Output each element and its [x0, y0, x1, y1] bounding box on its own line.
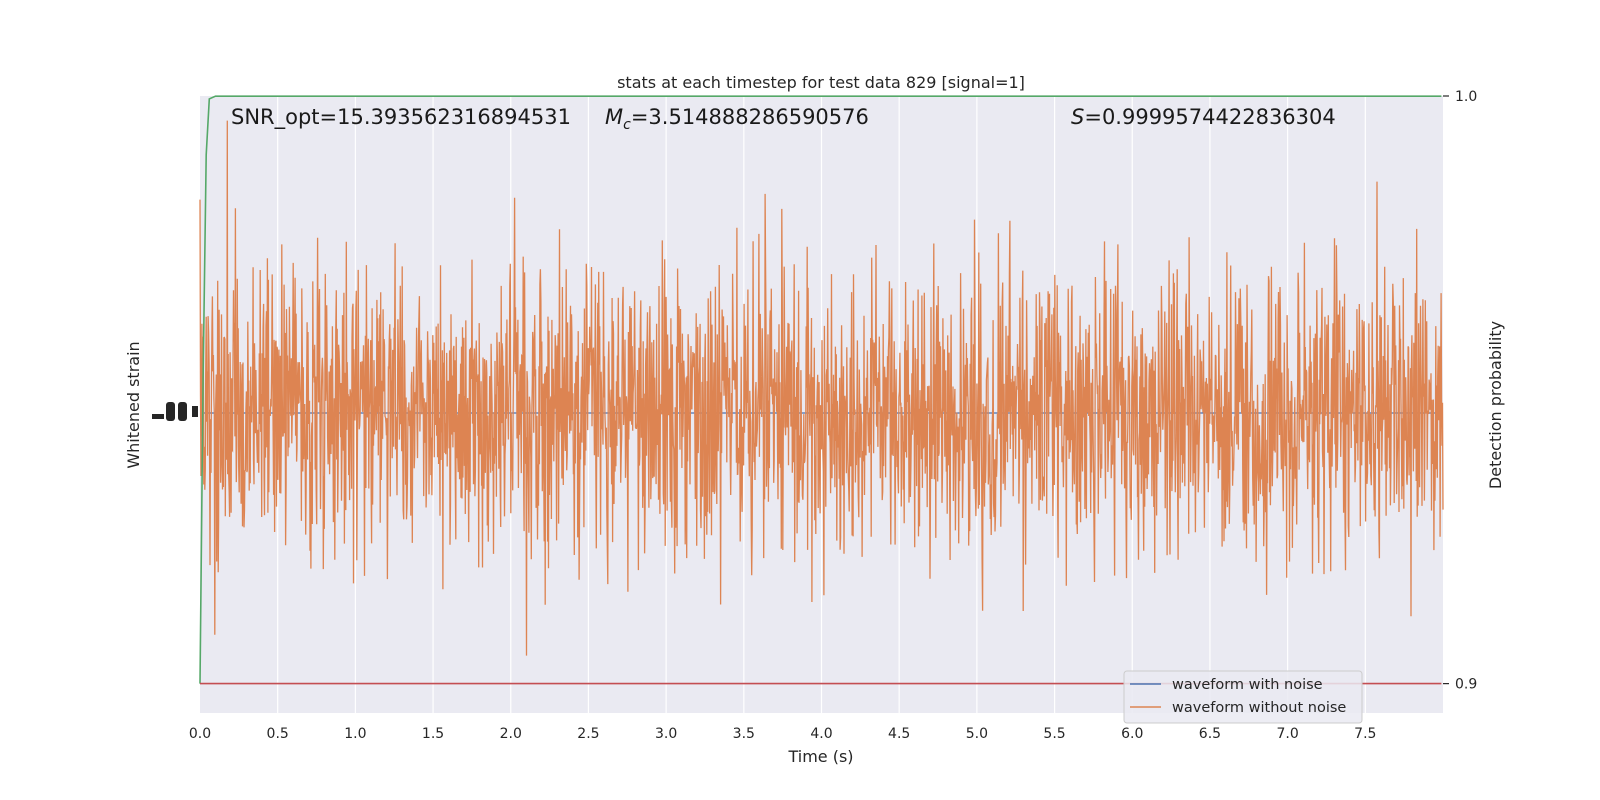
right-tick-label: 0.9: [1455, 677, 1477, 693]
s-value: =0.9999574422836304: [1084, 105, 1335, 129]
left-tick-clutter: [152, 402, 198, 421]
right-axis-label: Detection probability: [1486, 321, 1505, 489]
x-ticks: 0.0 0.5 1.0 1.5 2.0 2.5 3.0 3.5 4.0 4.5 5.0 5.5 6.0 6…: [189, 726, 1377, 742]
x-tick-label: 5.0: [966, 726, 988, 742]
legend-box: [1123, 670, 1363, 724]
x-tick-label: 1.5: [422, 726, 444, 742]
x-tick-label: 4.0: [810, 726, 832, 742]
score-annotation: S=0.9999574422836304: [1071, 105, 1336, 129]
chirp-mass-annotation: Mc=3.514888286590576: [605, 105, 869, 133]
x-tick-label: 3.0: [655, 726, 677, 742]
snr-annotation: SNR_opt=15.393562316894531: [231, 105, 571, 130]
legend-label-with-noise: waveform with noise: [1172, 677, 1323, 693]
x-axis-label: Time (s): [787, 747, 853, 766]
x-tick-label: 7.0: [1276, 726, 1298, 742]
x-tick-label: 4.5: [888, 726, 910, 742]
legend-label-without-noise: waveform without noise: [1172, 700, 1346, 716]
x-tick-label: 7.5: [1354, 726, 1376, 742]
x-tick-label: 6.0: [1121, 726, 1143, 742]
x-tick-label: 3.5: [733, 726, 755, 742]
x-tick-label: 0.0: [189, 726, 211, 742]
left-axis-label: Whitened strain: [124, 341, 143, 468]
series-line: [199, 95, 1442, 684]
x-tick-label: 0.5: [267, 726, 289, 742]
x-tick-label: 1.0: [344, 726, 366, 742]
x-tick-label: 2.0: [500, 726, 522, 742]
mc-value: =3.514888286590576: [631, 105, 869, 129]
s-symbol: S: [1071, 105, 1084, 129]
x-tick-label: 6.5: [1199, 726, 1221, 742]
mc-symbol: M: [605, 105, 623, 129]
right-tick-label: 1.0: [1455, 89, 1477, 105]
chart-title: stats at each timestep for test data 829…: [617, 73, 1025, 92]
mc-subscript: c: [623, 117, 631, 133]
right-ticks: 1.0 0.9: [1443, 89, 1477, 693]
series-line: [199, 120, 1444, 656]
x-tick-label: 5.5: [1043, 726, 1065, 742]
legend: waveform with noise waveform without noi…: [1123, 670, 1363, 724]
x-tick-label: 2.5: [577, 726, 599, 742]
